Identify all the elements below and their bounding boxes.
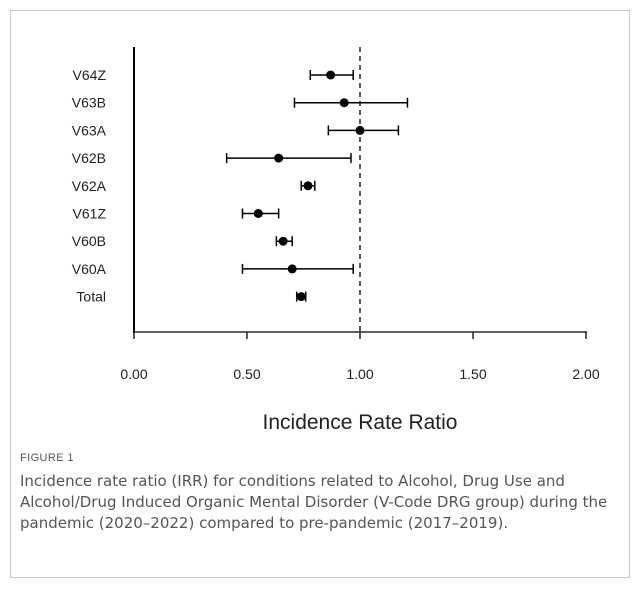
point-estimate-marker (253, 209, 263, 218)
category-label: V60B (72, 233, 106, 249)
figure-label: FIGURE 1 (20, 452, 74, 464)
point-estimate-marker (287, 264, 297, 274)
x-tick-label: 0.50 (233, 366, 260, 382)
point-estimate-marker (278, 236, 288, 246)
figure-frame (10, 10, 630, 578)
category-label: V60A (72, 261, 107, 277)
figure-caption: Incidence rate ratio (IRR) for condition… (20, 472, 608, 532)
x-axis-title: Incidence Rate Ratio (263, 411, 458, 434)
category-label: V62A (72, 178, 107, 194)
point-estimate-marker (296, 292, 306, 302)
category-label: V63B (72, 95, 106, 111)
category-label: V64Z (73, 67, 107, 83)
x-tick-label: 0.00 (120, 366, 147, 382)
category-label: V61Z (73, 206, 107, 222)
point-estimate-marker (303, 181, 313, 191)
x-tick-label: 1.00 (346, 366, 373, 382)
x-tick-label: 2.00 (572, 366, 599, 382)
point-estimate-marker (274, 153, 284, 163)
point-estimate-marker (326, 70, 336, 80)
category-label: V63A (72, 122, 107, 138)
point-estimate-marker (339, 98, 349, 108)
forest-plot: 0.00 0.50 1.00 1.50 2.00 Incidence Rate Ratio… (72, 47, 600, 434)
category-label: Total (76, 289, 106, 305)
point-estimate-marker (355, 125, 365, 135)
category-label: V62B (72, 150, 106, 166)
x-tick-label: 1.50 (459, 366, 486, 382)
